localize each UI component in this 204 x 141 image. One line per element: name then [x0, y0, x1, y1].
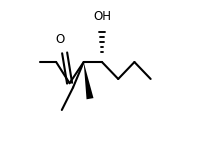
- Polygon shape: [84, 62, 93, 99]
- Text: O: O: [56, 33, 65, 46]
- Text: OH: OH: [93, 10, 111, 23]
